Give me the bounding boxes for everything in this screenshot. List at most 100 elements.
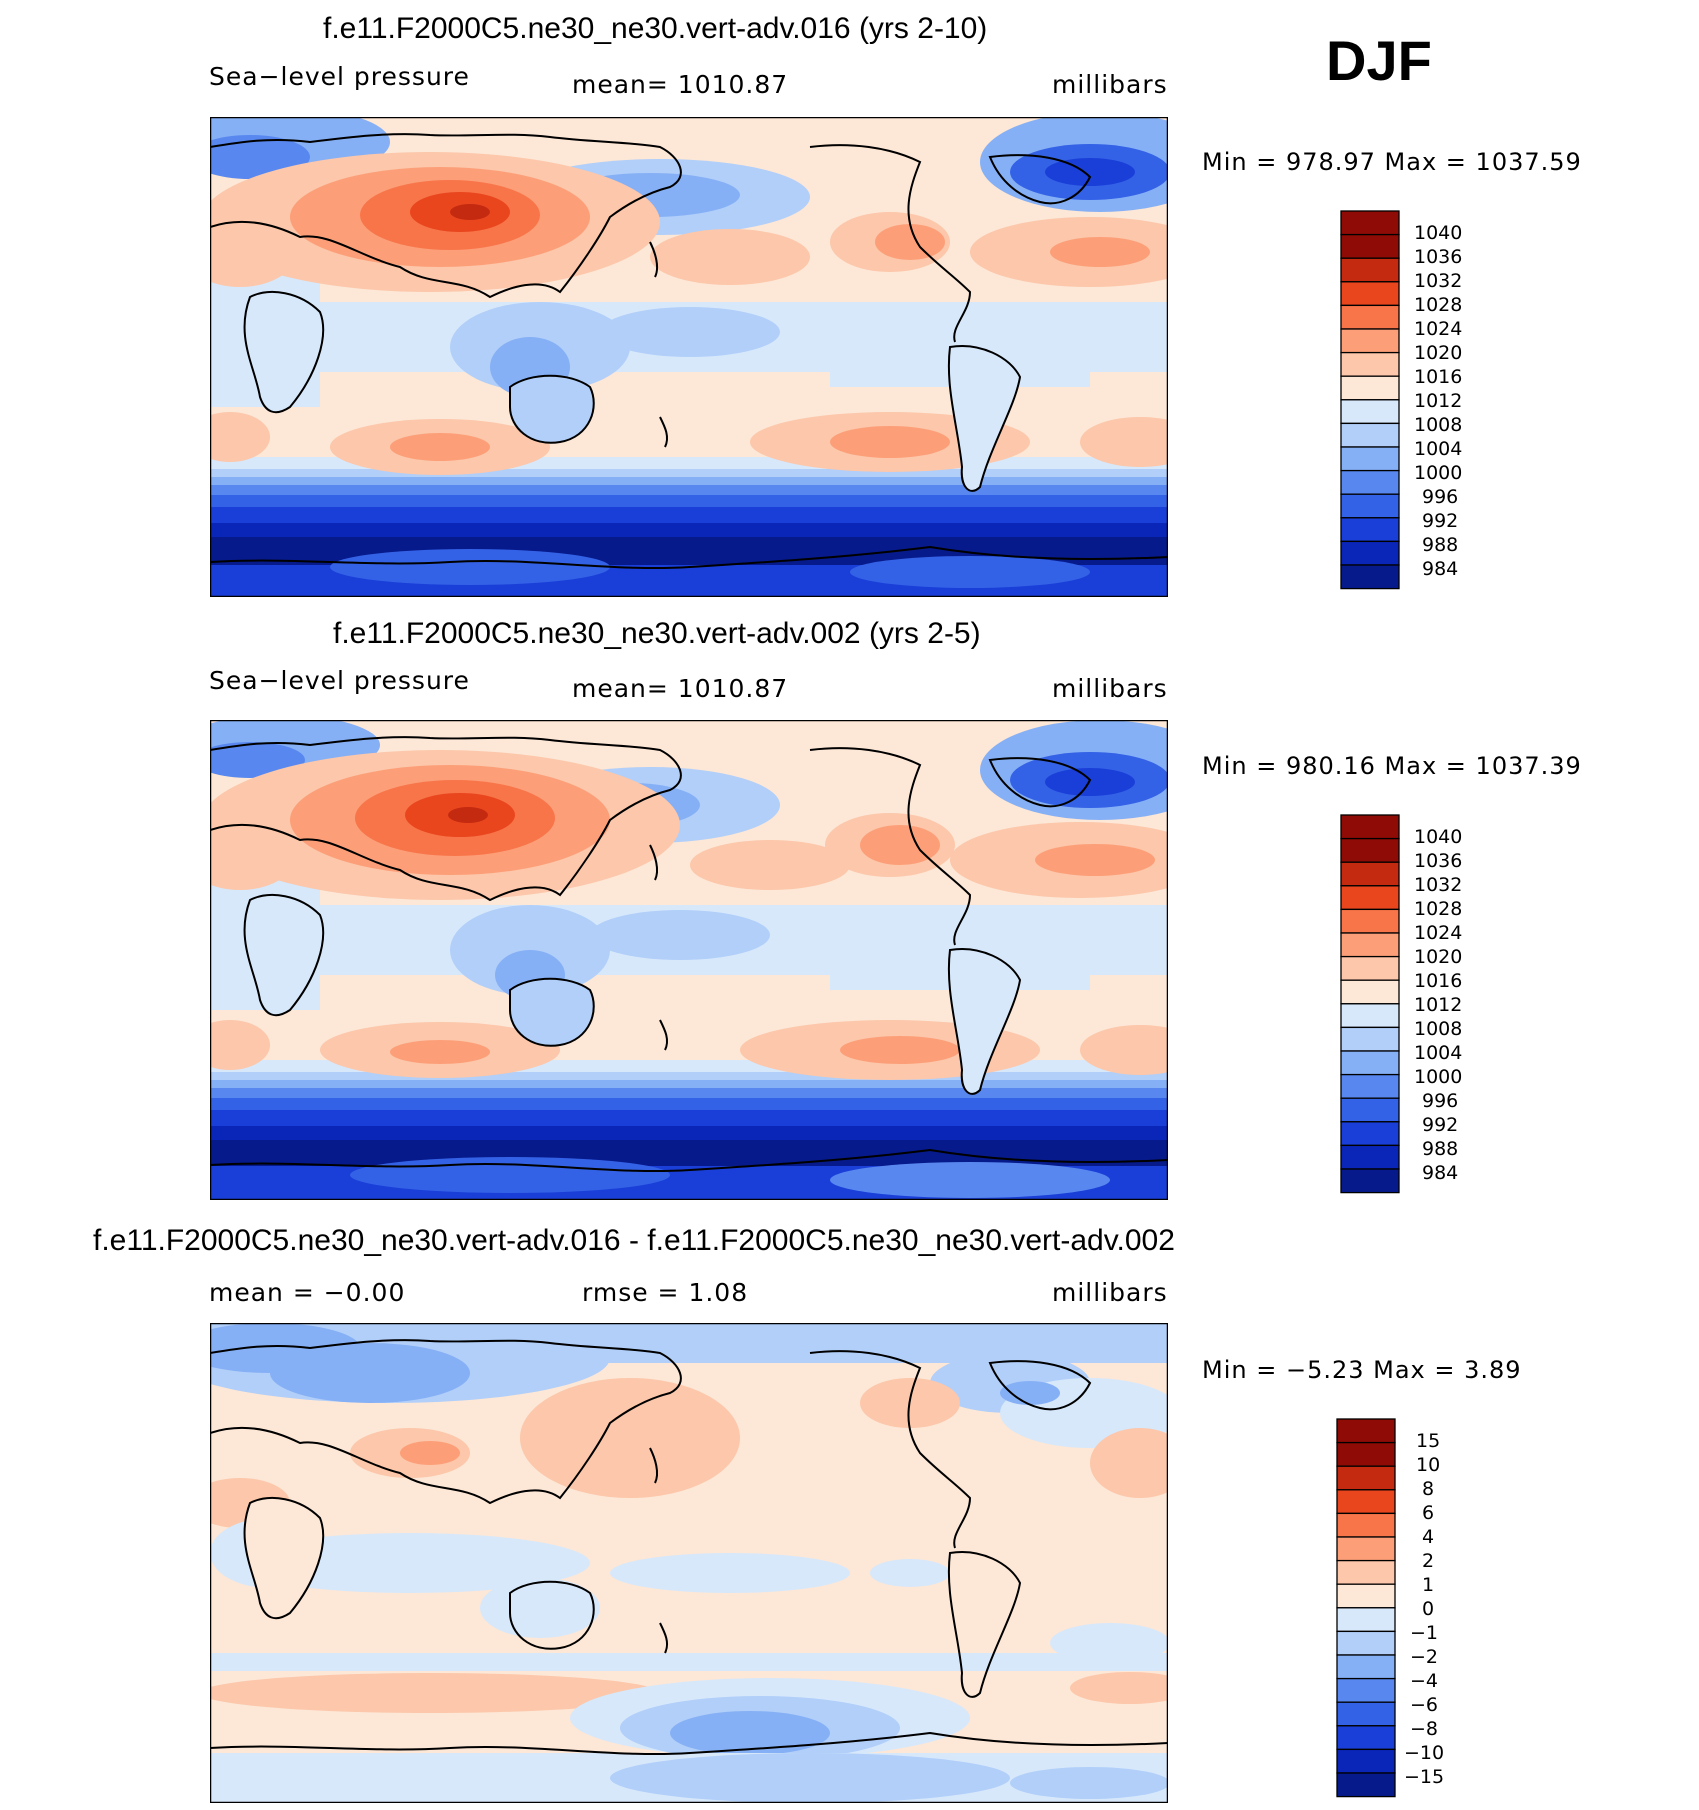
colorbar-box xyxy=(1336,1418,1396,1444)
colorbar-box xyxy=(1340,399,1400,425)
colorbar-box xyxy=(1340,1168,1400,1194)
panel2-colorbar-label: 1036 xyxy=(1414,850,1463,872)
panel1-colorbar-label: 996 xyxy=(1422,486,1459,508)
panel2-colorbar-label: 1024 xyxy=(1414,922,1463,944)
panel3-colorbar-label: −2 xyxy=(1410,1646,1439,1668)
colorbar-box xyxy=(1340,233,1400,259)
panel3-colorbar-label: 10 xyxy=(1416,1454,1441,1476)
panel1-units-label: millibars xyxy=(1052,70,1168,99)
colorbar-box xyxy=(1340,517,1400,543)
colorbar-box xyxy=(1336,1489,1396,1515)
panel1-colorbar-label: 1012 xyxy=(1414,390,1463,412)
colorbar-box xyxy=(1340,210,1400,236)
panel1-colorbar-label: 1016 xyxy=(1414,366,1463,388)
panel1-colorbar xyxy=(1340,210,1400,590)
colorbar-box xyxy=(1340,493,1400,519)
panel2-colorbar-label: 992 xyxy=(1422,1114,1459,1136)
colorbar-box xyxy=(1336,1772,1396,1798)
panel1-colorbar-label: 1040 xyxy=(1414,222,1463,244)
panel2-colorbar-label: 1004 xyxy=(1414,1042,1463,1064)
panel1-colorbar-label: 1008 xyxy=(1414,414,1463,436)
colorbar-box xyxy=(1340,885,1400,911)
colorbar-box xyxy=(1340,328,1400,354)
colorbar-box xyxy=(1336,1583,1396,1609)
colorbar-box xyxy=(1336,1465,1396,1491)
panel2-map xyxy=(210,720,1168,1200)
panel1-colorbar-label: 1032 xyxy=(1414,270,1463,292)
panel2-units-label: millibars xyxy=(1052,674,1168,703)
panel3-colorbar-label: 2 xyxy=(1422,1550,1435,1572)
panel2-minmax: Min = 980.16 Max = 1037.39 xyxy=(1202,752,1582,780)
panel2-mean-label: mean= 1010.87 xyxy=(572,674,789,703)
panel3-colorbar-label: 8 xyxy=(1422,1478,1435,1500)
colorbar-box xyxy=(1336,1725,1396,1751)
colorbar-box xyxy=(1340,1121,1400,1147)
panel2-colorbar-label: 1040 xyxy=(1414,826,1463,848)
panel2-variable-label: Sea−level pressure xyxy=(209,666,470,695)
colorbar-box xyxy=(1340,469,1400,495)
colorbar-box xyxy=(1336,1536,1396,1562)
colorbar-box xyxy=(1340,1073,1400,1099)
colorbar-box xyxy=(1336,1441,1396,1467)
colorbar-box xyxy=(1340,814,1400,840)
panel2-colorbar-label: 988 xyxy=(1422,1138,1459,1160)
colorbar-box xyxy=(1336,1559,1396,1585)
colorbar-box xyxy=(1340,564,1400,590)
panel3-colorbar-label: 0 xyxy=(1422,1598,1435,1620)
panel3-colorbar-label: 6 xyxy=(1422,1502,1435,1524)
colorbar-box xyxy=(1336,1512,1396,1538)
colorbar-box xyxy=(1336,1607,1396,1633)
colorbar-box xyxy=(1340,304,1400,330)
panel2-colorbar-label: 1020 xyxy=(1414,946,1463,968)
colorbar-box xyxy=(1340,446,1400,472)
panel3-mean-label: mean = −0.00 xyxy=(209,1278,406,1307)
panel1-colorbar-label: 1004 xyxy=(1414,438,1463,460)
colorbar-box xyxy=(1340,932,1400,958)
season-label: DJF xyxy=(1326,29,1432,92)
panel1-variable-label: Sea−level pressure xyxy=(209,62,470,91)
colorbar-box xyxy=(1340,351,1400,377)
colorbar-box xyxy=(1340,908,1400,934)
panel1-colorbar-label: 988 xyxy=(1422,534,1459,556)
colorbar-box xyxy=(1340,837,1400,863)
colorbar-box xyxy=(1340,955,1400,981)
panel3-colorbar-label: −15 xyxy=(1404,1766,1445,1788)
panel3-colorbar-label: 15 xyxy=(1416,1430,1441,1452)
panel2-colorbar-label: 1032 xyxy=(1414,874,1463,896)
colorbar-box xyxy=(1340,1097,1400,1123)
panel2-colorbar-label: 1000 xyxy=(1414,1066,1463,1088)
panel3-colorbar-label: −10 xyxy=(1404,1742,1445,1764)
panel3-colorbar-label: 1 xyxy=(1422,1574,1435,1596)
panel2-colorbar-label: 1012 xyxy=(1414,994,1463,1016)
panel3-colorbar-label: −6 xyxy=(1410,1694,1439,1716)
panel2-title: f.e11.F2000C5.ne30_ne30.vert-adv.002 (yr… xyxy=(333,617,981,650)
panel2-colorbar-label: 1028 xyxy=(1414,898,1463,920)
colorbar-box xyxy=(1340,1026,1400,1052)
panel3-colorbar-labels: 15 10 8 6 4 2 1 0 −1 −2 −4 −6 −8 −10 −15 xyxy=(1404,1430,1530,1810)
panel2-colorbar-labels: 1040 1036 1032 1028 1024 1020 1016 1012 … xyxy=(1414,826,1534,1206)
panel2-colorbar xyxy=(1340,814,1400,1194)
panel1-colorbar-labels: 1040 1036 1032 1028 1024 1020 1016 1012 … xyxy=(1414,222,1534,602)
panel1-minmax: Min = 978.97 Max = 1037.59 xyxy=(1202,148,1582,176)
panel3-minmax: Min = −5.23 Max = 3.89 xyxy=(1202,1356,1522,1384)
panel3-colorbar-label: 4 xyxy=(1422,1526,1435,1548)
colorbar-box xyxy=(1340,375,1400,401)
panel1-colorbar-label: 1000 xyxy=(1414,462,1463,484)
panel1-map xyxy=(210,117,1168,597)
panel3-colorbar-label: −4 xyxy=(1410,1670,1439,1692)
panel3-title: f.e11.F2000C5.ne30_ne30.vert-adv.016 - f… xyxy=(93,1224,1175,1257)
colorbar-box xyxy=(1336,1748,1396,1774)
panel1-colorbar-label: 1028 xyxy=(1414,294,1463,316)
panel1-mean-label: mean= 1010.87 xyxy=(572,70,789,99)
colorbar-box xyxy=(1336,1630,1396,1656)
panel2-colorbar-label: 1016 xyxy=(1414,970,1463,992)
colorbar-box xyxy=(1340,1003,1400,1029)
colorbar-box xyxy=(1340,1144,1400,1170)
colorbar-box xyxy=(1340,861,1400,887)
panel2-colorbar-label: 984 xyxy=(1422,1162,1459,1184)
colorbar-box xyxy=(1336,1654,1396,1680)
colorbar-box xyxy=(1336,1677,1396,1703)
panel3-colorbar-label: −1 xyxy=(1410,1622,1439,1644)
panel2-colorbar-label: 1008 xyxy=(1414,1018,1463,1040)
colorbar-box xyxy=(1340,540,1400,566)
